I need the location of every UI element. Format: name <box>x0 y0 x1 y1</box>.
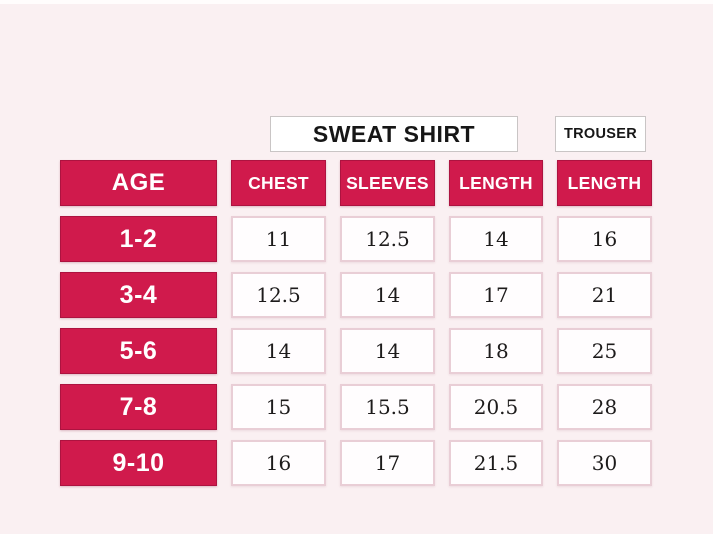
size-value-cell: 14 <box>449 216 543 262</box>
size-value-cell: 14 <box>231 328 326 374</box>
sweatshirt-title-label: SWEAT SHIRT <box>312 120 476 147</box>
size-table: AGE CHEST SLEEVES LENGTH LENGTH 1-2 11 1… <box>60 160 652 486</box>
age-cell: 3-4 <box>60 272 217 318</box>
age-cell: 7-8 <box>60 384 217 430</box>
size-value-cell: 16 <box>231 440 326 486</box>
size-value-cell: 17 <box>340 440 435 486</box>
size-value-cell: 21.5 <box>449 440 543 486</box>
sweatshirt-title-box: SWEAT SHIRT <box>270 116 518 152</box>
column-header-age: AGE <box>60 160 217 206</box>
size-value-cell: 28 <box>557 384 652 430</box>
size-value-cell: 15 <box>231 384 326 430</box>
size-value-cell: 15.5 <box>340 384 435 430</box>
age-cell: 1-2 <box>60 216 217 262</box>
size-value-cell: 16 <box>557 216 652 262</box>
trouser-title-label: TROUSER <box>564 126 637 142</box>
column-header-sleeves: SLEEVES <box>340 160 435 206</box>
size-value-cell: 14 <box>340 272 435 318</box>
size-value-cell: 11 <box>231 216 326 262</box>
age-cell: 5-6 <box>60 328 217 374</box>
column-header-length-trouser: LENGTH <box>557 160 652 206</box>
size-value-cell: 17 <box>449 272 543 318</box>
size-value-cell: 20.5 <box>449 384 543 430</box>
size-value-cell: 30 <box>557 440 652 486</box>
trouser-title-box: TROUSER <box>555 116 646 152</box>
size-value-cell: 14 <box>340 328 435 374</box>
size-value-cell: 12.5 <box>231 272 326 318</box>
column-header-chest: CHEST <box>231 160 326 206</box>
age-cell: 9-10 <box>60 440 217 486</box>
column-header-length-sweatshirt: LENGTH <box>449 160 543 206</box>
size-value-cell: 21 <box>557 272 652 318</box>
size-value-cell: 18 <box>449 328 543 374</box>
top-edge-strip <box>0 0 713 4</box>
size-value-cell: 12.5 <box>340 216 435 262</box>
size-value-cell: 25 <box>557 328 652 374</box>
